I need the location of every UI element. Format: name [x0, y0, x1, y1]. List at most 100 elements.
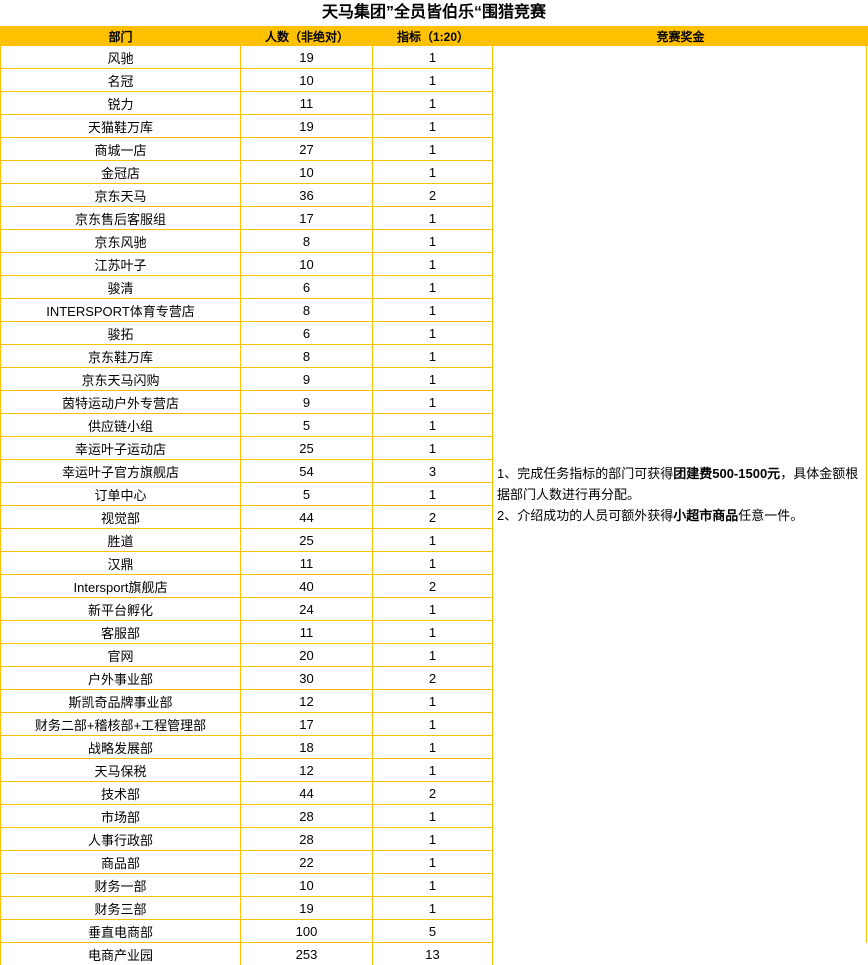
quota-cell: 1 [373, 92, 493, 114]
headcount-cell: 40 [241, 575, 373, 597]
table-row: 风驰 19 1 [0, 46, 494, 69]
table-row: 茵特运动户外专营店 9 1 [0, 391, 494, 414]
table-row: 市场部 28 1 [0, 805, 494, 828]
department-cell: 财务二部+稽核部+工程管理部 [1, 713, 241, 735]
headcount-cell: 12 [241, 690, 373, 712]
headcount-cell: 54 [241, 460, 373, 482]
quota-cell: 1 [373, 805, 493, 827]
table-row: 订单中心 5 1 [0, 483, 494, 506]
department-cell: 垂直电商部 [1, 920, 241, 942]
quota-cell: 1 [373, 368, 493, 390]
headcount-cell: 10 [241, 161, 373, 183]
table-row: INTERSPORT体育专营店 8 1 [0, 299, 494, 322]
table-row: 胜道 25 1 [0, 529, 494, 552]
department-cell: 骏拓 [1, 322, 241, 344]
headcount-cell: 36 [241, 184, 373, 206]
table-row: 新平台孵化 24 1 [0, 598, 494, 621]
quota-cell: 1 [373, 299, 493, 321]
quota-cell: 1 [373, 759, 493, 781]
department-cell: 京东天马闪购 [1, 368, 241, 390]
department-cell: 技术部 [1, 782, 241, 804]
header-headcount: 人数（非绝对） [264, 29, 349, 44]
header-quota: 指标（1:20） [396, 29, 470, 44]
department-cell: 天马保税 [1, 759, 241, 781]
department-cell: 新平台孵化 [1, 598, 241, 620]
quota-cell: 2 [373, 782, 493, 804]
department-cell: 胜道 [1, 529, 241, 551]
department-cell: 汉鼎 [1, 552, 241, 574]
quota-cell: 1 [373, 644, 493, 666]
quota-cell: 2 [373, 667, 493, 689]
headcount-cell: 22 [241, 851, 373, 873]
department-cell: 名冠 [1, 69, 241, 91]
department-cell: 京东售后客服组 [1, 207, 241, 229]
headcount-cell: 5 [241, 414, 373, 436]
table-row: 江苏叶子 10 1 [0, 253, 494, 276]
table-row: 技术部 44 2 [0, 782, 494, 805]
department-cell: 客服部 [1, 621, 241, 643]
prize-merged-cell: 1、完成任务指标的部门可获得团建费500-1500元，具体金额根据部门人数进行再… [493, 46, 867, 943]
quota-cell: 1 [373, 690, 493, 712]
quota-cell: 1 [373, 161, 493, 183]
headcount-cell: 25 [241, 529, 373, 551]
table-row: 名冠 10 1 [0, 69, 494, 92]
department-cell: 供应链小组 [1, 414, 241, 436]
department-cell: 官网 [1, 644, 241, 666]
table-body: 风驰 19 1 名冠 10 1 锐力 11 1 天猫鞋万库 19 1 商城一店 … [0, 46, 494, 965]
quota-cell: 1 [373, 46, 493, 68]
table-row: 金冠店 10 1 [0, 161, 494, 184]
table-header: 部门 人数（非绝对） 指标（1:20） 竞赛奖金 [0, 26, 868, 46]
quota-cell: 13 [373, 943, 493, 965]
table-row: 财务三部 19 1 [0, 897, 494, 920]
headcount-cell: 5 [241, 483, 373, 505]
headcount-cell: 27 [241, 138, 373, 160]
department-cell: 财务三部 [1, 897, 241, 919]
department-cell: Intersport旗舰店 [1, 575, 241, 597]
department-cell: 电商产业园 [1, 943, 241, 965]
headcount-cell: 28 [241, 805, 373, 827]
quota-cell: 1 [373, 322, 493, 344]
headcount-cell: 9 [241, 391, 373, 413]
department-cell: 京东天马 [1, 184, 241, 206]
quota-cell: 1 [373, 736, 493, 758]
table-row: 骏清 6 1 [0, 276, 494, 299]
headcount-cell: 8 [241, 299, 373, 321]
table-row: 视觉部 44 2 [0, 506, 494, 529]
quota-cell: 1 [373, 391, 493, 413]
department-cell: 商品部 [1, 851, 241, 873]
headcount-cell: 12 [241, 759, 373, 781]
quota-cell: 2 [373, 575, 493, 597]
quota-cell: 1 [373, 207, 493, 229]
quota-cell: 1 [373, 345, 493, 367]
headcount-cell: 9 [241, 368, 373, 390]
table-row: 客服部 11 1 [0, 621, 494, 644]
table-row: 京东天马闪购 9 1 [0, 368, 494, 391]
quota-cell: 1 [373, 621, 493, 643]
headcount-cell: 11 [241, 552, 373, 574]
header-department: 部门 [108, 29, 133, 44]
quota-cell: 5 [373, 920, 493, 942]
department-cell: 订单中心 [1, 483, 241, 505]
quota-cell: 1 [373, 828, 493, 850]
quota-cell: 3 [373, 460, 493, 482]
table-row: 供应链小组 5 1 [0, 414, 494, 437]
table-row: 幸运叶子官方旗舰店 54 3 [0, 460, 494, 483]
quota-cell: 1 [373, 437, 493, 459]
prize-rules-text: 1、完成任务指标的部门可获得团建费500-1500元，具体金额根据部门人数进行再… [493, 463, 866, 526]
department-cell: 天猫鞋万库 [1, 115, 241, 137]
department-cell: 户外事业部 [1, 667, 241, 689]
quota-cell: 1 [373, 483, 493, 505]
department-cell: 锐力 [1, 92, 241, 114]
department-cell: 战略发展部 [1, 736, 241, 758]
quota-cell: 2 [373, 184, 493, 206]
table-row: 财务一部 10 1 [0, 874, 494, 897]
table-row: 骏拓 6 1 [0, 322, 494, 345]
headcount-cell: 17 [241, 713, 373, 735]
table-row: 幸运叶子运动店 25 1 [0, 437, 494, 460]
prize-rule-1: 1、完成任务指标的部门可获得团建费500-1500元，具体金额根据部门人数进行再… [497, 466, 859, 502]
prize-rule-2: 2、介绍成功的人员可额外获得小超市商品任意一件。 [497, 508, 804, 523]
headcount-cell: 20 [241, 644, 373, 666]
quota-cell: 1 [373, 230, 493, 252]
table-row: 人事行政部 28 1 [0, 828, 494, 851]
